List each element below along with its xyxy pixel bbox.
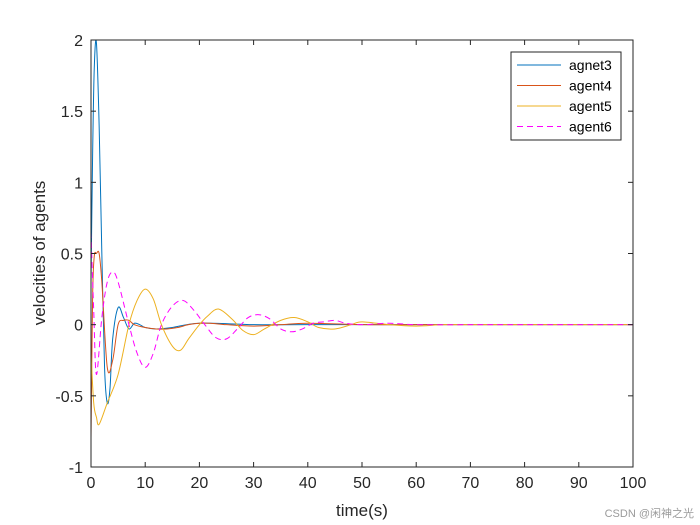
series-line-4 <box>90 232 633 375</box>
series-line-3 <box>90 288 633 426</box>
y-tick-label: 0.5 <box>61 247 83 264</box>
y-tick-label: 0 <box>74 318 83 335</box>
y-tick-label: 1.5 <box>61 104 83 121</box>
x-tick-label: 20 <box>191 475 209 492</box>
series-line-2 <box>90 250 633 439</box>
y-tick-label: -1 <box>69 460 83 477</box>
legend-entry: agent4 <box>569 78 612 94</box>
y-axis-label: velocities of agents <box>30 181 49 326</box>
y-tick-label: 2 <box>74 33 83 50</box>
legend-entry: agnet3 <box>569 57 612 73</box>
legend-entry: agent5 <box>569 98 612 114</box>
series-line-1 <box>90 39 633 405</box>
y-tick-label: 1 <box>74 175 83 192</box>
ticks-layer: 0 10 20 30 40 50 60 70 80 90 100 -1 -0.5 0 0.5 1 1.5 2 <box>55 33 646 492</box>
y-tick-label: -0.5 <box>55 389 83 406</box>
x-tick-label: 90 <box>570 475 588 492</box>
x-tick-label: 60 <box>407 475 425 492</box>
series-layer <box>90 39 633 439</box>
x-axis-label: time(s) <box>336 501 388 520</box>
x-tick-label: 100 <box>620 475 647 492</box>
x-tick-label: 40 <box>299 475 317 492</box>
x-tick-label: 0 <box>87 475 96 492</box>
x-tick-label: 50 <box>353 475 371 492</box>
x-tick-label: 10 <box>136 475 154 492</box>
x-tick-label: 30 <box>245 475 263 492</box>
legend-box <box>510 51 622 141</box>
x-tick-label: 70 <box>462 475 480 492</box>
x-tick-label: 80 <box>516 475 534 492</box>
watermark: CSDN @闲神之光 <box>604 508 694 520</box>
legend-entry: agent6 <box>569 119 612 135</box>
legend: agnet3 agent4 agent5 agent6 <box>510 51 622 141</box>
